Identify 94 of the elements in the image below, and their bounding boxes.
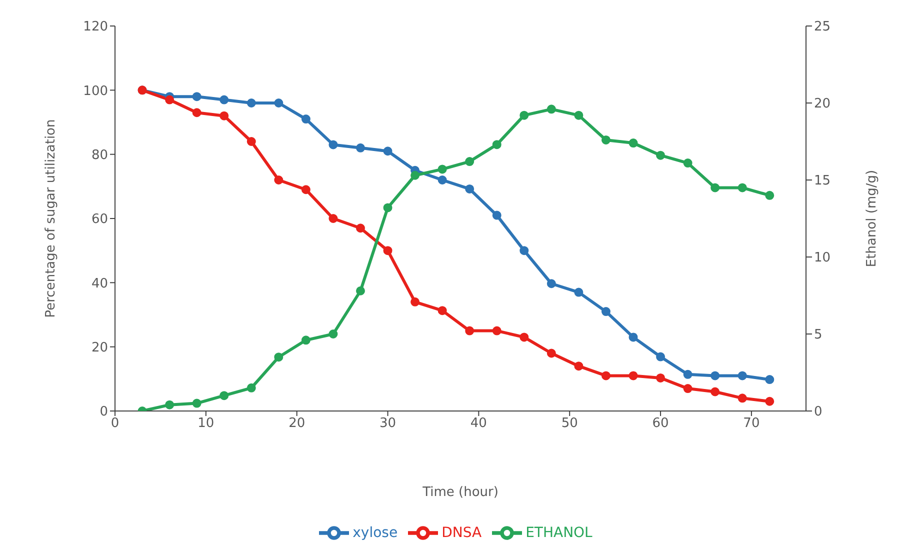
point: [628, 332, 638, 342]
x-tick-label: 30: [379, 416, 396, 432]
y2-axis-title: Ethanol (mg/g): [864, 170, 880, 268]
point: [383, 246, 392, 256]
point: [492, 140, 502, 150]
point: [601, 371, 610, 380]
point: [274, 98, 284, 108]
point: [574, 288, 584, 297]
point: [410, 170, 420, 180]
point: [520, 110, 529, 120]
point: [520, 332, 529, 342]
legend-label: ETHANOL: [526, 524, 592, 541]
point: [601, 307, 610, 316]
point: [356, 224, 365, 233]
point: [192, 92, 202, 102]
point: [738, 371, 747, 380]
point: [765, 190, 774, 200]
point: [628, 371, 638, 380]
legend-label: xylose: [352, 524, 398, 541]
point: [165, 400, 174, 410]
x-tick-label: 20: [288, 416, 306, 432]
point: [438, 164, 447, 174]
point: [520, 246, 529, 256]
y2-tick-label: 10: [814, 250, 831, 266]
y-axis-title: Percentage of sugar utilization: [44, 119, 59, 318]
point: [192, 108, 202, 118]
point: [574, 362, 584, 371]
y2-tick-label: 5: [814, 328, 822, 343]
point: [628, 138, 638, 148]
point: [274, 176, 284, 184]
point: [356, 286, 365, 296]
point: [192, 398, 202, 408]
point: [738, 183, 747, 192]
point: [546, 279, 556, 288]
point: [328, 330, 338, 338]
point: [465, 184, 474, 194]
point: [383, 146, 392, 156]
point: [465, 157, 474, 166]
point: [683, 158, 692, 168]
point: [220, 111, 229, 120]
point: [656, 373, 666, 382]
point: [356, 143, 365, 152]
point: [601, 135, 610, 144]
point: [492, 326, 502, 336]
x-tick-label: 10: [198, 416, 214, 432]
y2-tick-label: 15: [814, 174, 831, 189]
point: [710, 371, 720, 380]
y-tick-label: 40: [91, 276, 108, 292]
point: [220, 95, 229, 104]
point: [683, 384, 692, 394]
point: [765, 396, 774, 406]
point: [301, 185, 310, 194]
point: [656, 150, 666, 160]
point: [738, 394, 747, 403]
point: [328, 214, 338, 223]
point: [246, 98, 256, 108]
x-tick-label: 70: [743, 416, 760, 432]
x-tick-label: 50: [561, 416, 578, 432]
y-tick-label: 0: [100, 404, 108, 420]
point: [656, 352, 666, 362]
y-tick-label: 120: [83, 20, 108, 35]
x-tick-label: 40: [470, 416, 487, 432]
point: [438, 176, 447, 184]
point: [301, 114, 310, 124]
y2-tick-label: 20: [814, 96, 831, 112]
point: [220, 391, 229, 400]
point: [274, 352, 284, 362]
x-tick-label: 0: [110, 416, 120, 432]
point: [465, 326, 474, 336]
point: [246, 137, 256, 146]
point: [765, 375, 774, 384]
point: [710, 183, 720, 192]
y-tick-label: 80: [91, 148, 108, 163]
point: [546, 348, 556, 358]
point: [383, 203, 392, 212]
point: [410, 297, 420, 306]
y-tick-label: 20: [91, 340, 108, 356]
point: [546, 104, 556, 114]
y-tick-label: 100: [83, 84, 108, 99]
y-tick-label: 60: [91, 212, 108, 228]
point: [438, 306, 447, 316]
point: [328, 140, 338, 150]
point: [683, 370, 692, 379]
point: [492, 210, 502, 220]
point: [710, 387, 720, 396]
x-tick-label: 60: [652, 416, 669, 432]
point: [165, 95, 174, 104]
legend-label: DNSA: [442, 524, 482, 541]
y2-tick-label: 25: [814, 20, 831, 35]
point: [301, 336, 310, 345]
point: [574, 110, 584, 120]
point: [246, 383, 256, 392]
x-axis-title: Time (hour): [422, 485, 498, 500]
y2-tick-label: 0: [814, 404, 822, 420]
